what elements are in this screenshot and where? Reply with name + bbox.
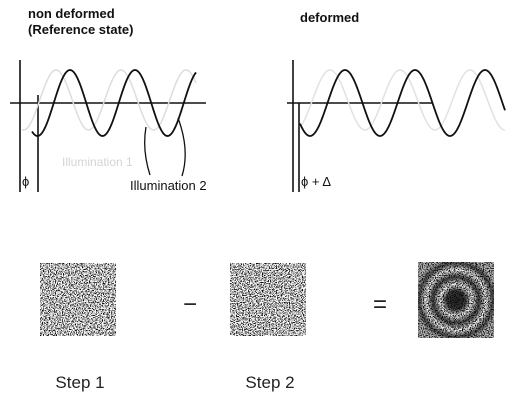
phase-label: ϕ — [22, 174, 29, 189]
left-axes — [10, 60, 206, 192]
step-label: Step 1 — [55, 373, 104, 392]
minus-sign: − — [183, 291, 197, 318]
equals-sign: = — [373, 291, 387, 318]
speckle-image — [230, 263, 306, 336]
faint-wave — [299, 69, 506, 131]
phase-label: ϕ + Δ — [301, 174, 331, 189]
illumination-2-label: Illumination 2 — [130, 178, 207, 193]
speckle-image — [40, 263, 116, 336]
left-title: non deformed — [28, 6, 115, 21]
pointer — [144, 126, 151, 176]
fringe-image — [418, 262, 494, 338]
pointer — [177, 117, 186, 177]
left-subtitle: (Reference state) — [28, 22, 134, 37]
wave — [31, 69, 197, 137]
illumination-1-label: Illumination 1 — [62, 155, 133, 169]
wave — [299, 69, 506, 137]
step-label: Step 2 — [245, 373, 294, 392]
right-title: deformed — [300, 10, 359, 25]
faint-wave — [21, 69, 197, 131]
